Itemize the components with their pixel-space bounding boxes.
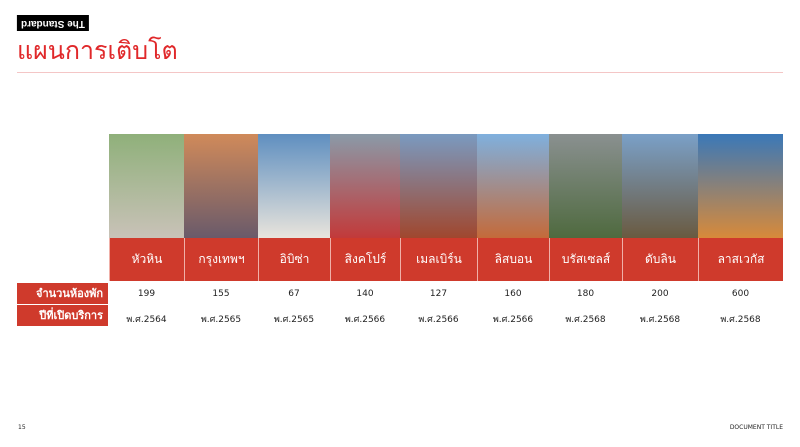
location-name: หัวหิน xyxy=(109,238,184,281)
location-name: บรัสเซลส์ xyxy=(549,238,622,281)
location-column: กรุงเทพฯ 155 พ.ศ.2565 xyxy=(184,134,258,325)
opening-year: พ.ศ.2568 xyxy=(639,315,681,325)
row-label-opening: ปีที่เปิดบริการ xyxy=(17,305,108,326)
location-column: อิบิซ่า 67 พ.ศ.2565 xyxy=(258,134,330,325)
melbourne-building-photo xyxy=(400,134,477,238)
opening-year: พ.ศ.2565 xyxy=(200,315,242,325)
opening-year: พ.ศ.2566 xyxy=(344,315,386,325)
location-name: อิบิซ่า xyxy=(258,238,330,281)
opening-year: พ.ศ.2566 xyxy=(418,315,459,325)
opening-year: พ.ศ.2568 xyxy=(720,315,761,325)
opening-year: พ.ศ.2565 xyxy=(273,315,315,325)
ibiza-hotel-photo xyxy=(258,134,330,238)
room-count: 180 xyxy=(576,289,595,299)
page-title: แผนการเติบโต xyxy=(17,36,178,65)
brand-logo: The Standard xyxy=(17,15,89,31)
location-column: ลิสบอน 160 พ.ศ.2566 xyxy=(477,134,549,325)
room-count: 600 xyxy=(731,289,750,299)
location-column: บรัสเซลส์ 180 พ.ศ.2568 xyxy=(549,134,622,325)
opening-year: พ.ศ.2568 xyxy=(565,315,606,325)
location-column: หัวหิน 199 พ.ศ.2564 xyxy=(109,134,184,325)
room-count: 155 xyxy=(212,289,230,299)
location-name: ลาสเวกัส xyxy=(698,238,783,281)
document-title: DOCUMENT TITLE xyxy=(729,424,783,431)
opening-year: พ.ศ.2566 xyxy=(492,315,534,325)
location-name: เมลเบิร์น xyxy=(400,238,477,281)
room-count: 67 xyxy=(288,289,300,299)
room-count: 127 xyxy=(429,289,448,299)
dublin-river-photo xyxy=(622,134,698,238)
lisbon-city-photo xyxy=(477,134,549,238)
title-divider xyxy=(17,72,783,73)
room-count: 199 xyxy=(137,289,156,299)
location-name: ลิสบอน xyxy=(477,238,549,281)
room-count: 160 xyxy=(504,289,522,299)
location-name: กรุงเทพฯ xyxy=(184,238,258,281)
location-column: ดับลิน 200 พ.ศ.2568 xyxy=(622,134,698,325)
location-column: สิงคโปร์ 140 พ.ศ.2566 xyxy=(330,134,400,325)
opening-year: พ.ศ.2564 xyxy=(126,315,167,325)
brussels-city-photo xyxy=(549,134,622,238)
hua-hin-hotel-photo xyxy=(109,134,184,238)
room-count: 200 xyxy=(651,289,669,299)
location-name: ดับลิน xyxy=(622,238,698,281)
location-column: เมลเบิร์น 127 พ.ศ.2566 xyxy=(400,134,477,325)
singapore-hotel-photo xyxy=(330,134,400,238)
las-vegas-sign-photo xyxy=(698,134,783,238)
location-column: ลาสเวกัส 600 พ.ศ.2568 xyxy=(698,134,783,325)
bangkok-tower-photo xyxy=(184,134,258,238)
room-count: 140 xyxy=(356,289,374,299)
row-label-rooms: จำนวนห้องพัก xyxy=(17,283,108,304)
page-number: 15 xyxy=(18,424,26,431)
location-name: สิงคโปร์ xyxy=(330,238,400,281)
